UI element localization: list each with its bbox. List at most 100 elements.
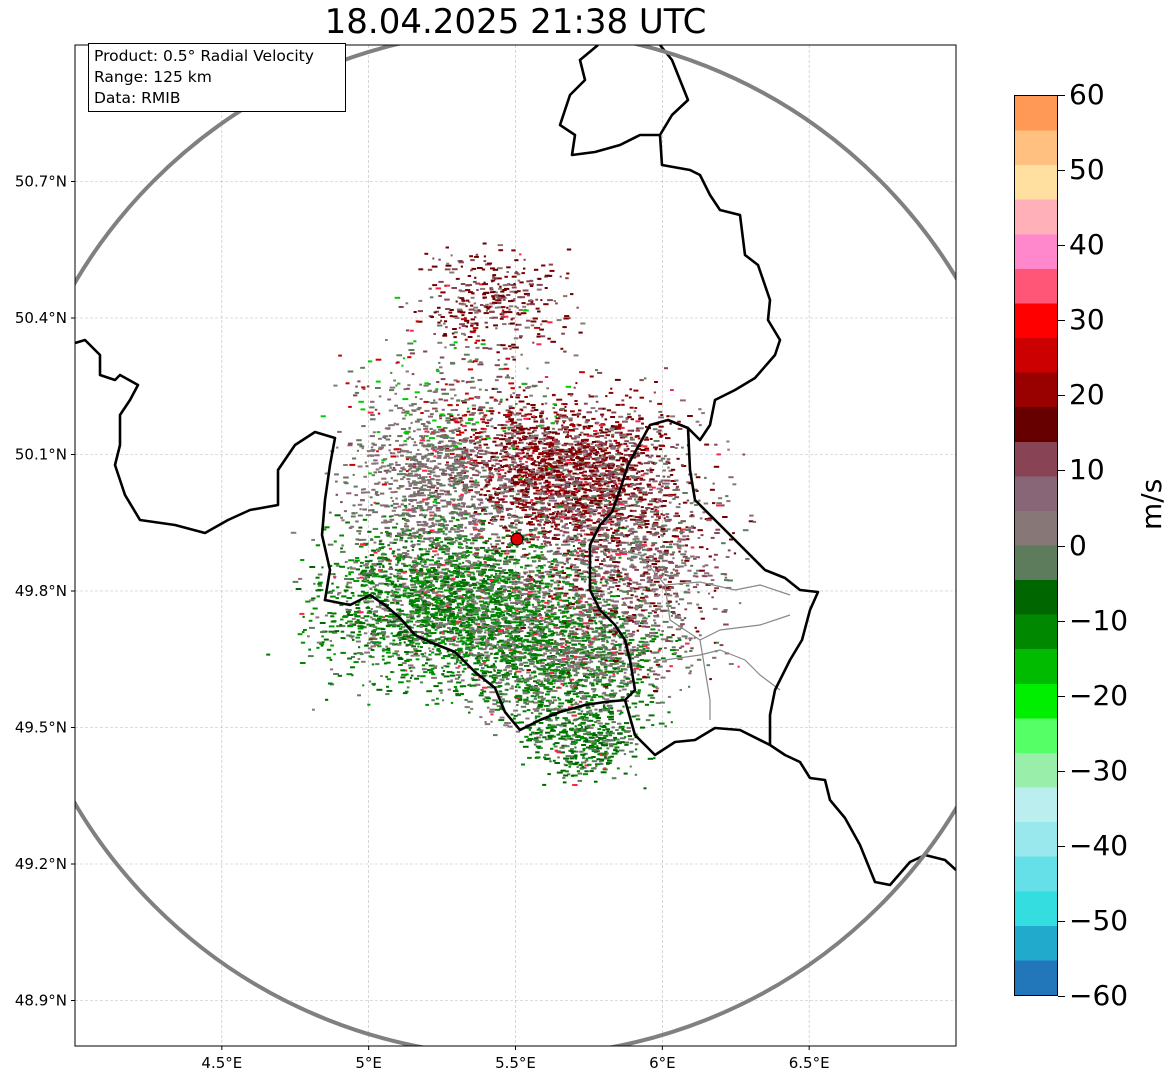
echo-pixel (501, 542, 505, 545)
echo-pixel (530, 517, 537, 520)
echo-pixel (466, 410, 471, 413)
echo-pixel (535, 610, 541, 612)
echo-pixel (292, 580, 299, 583)
echo-pixel (465, 590, 469, 593)
echo-pixel (357, 627, 364, 630)
echo-pixel (442, 526, 448, 529)
echo-pixel (641, 512, 647, 514)
echo-pixel (373, 551, 378, 554)
echo-pixel (465, 547, 469, 549)
echo-pixel (463, 553, 466, 556)
echo-pixel (537, 604, 544, 607)
echo-pixel (540, 460, 545, 463)
echo-pixel (510, 503, 515, 505)
echo-pixel (485, 306, 491, 309)
echo-pixel (599, 477, 605, 480)
echo-pixel (413, 531, 419, 534)
echo-pixel (437, 557, 443, 560)
echo-pixel (376, 596, 382, 599)
echo-pixel (553, 460, 560, 463)
echo-pixel (467, 617, 471, 620)
echo-pixel (452, 328, 457, 330)
echo-pixel (533, 268, 539, 271)
echo-pixel (478, 572, 482, 575)
echo-pixel (607, 430, 612, 433)
echo-pixel (555, 474, 560, 476)
echo-pixel (538, 591, 541, 594)
echo-pixel (510, 595, 515, 598)
echo-pixel (461, 481, 464, 484)
echo-pixel (454, 662, 458, 665)
echo-pixel (522, 480, 529, 483)
echo-pixel (501, 579, 505, 582)
echo-pixel (602, 407, 605, 410)
echo-pixel (515, 624, 522, 627)
echo-pixel (571, 453, 576, 456)
echo-pixel (490, 417, 494, 420)
echo-pixel (537, 464, 540, 467)
echo-pixel (556, 319, 562, 322)
echo-pixel (537, 532, 544, 535)
echo-pixel (532, 415, 536, 418)
echo-pixel (456, 534, 462, 537)
echo-pixel (591, 499, 598, 502)
echo-pixel (540, 418, 544, 421)
echo-pixel (556, 503, 562, 506)
echo-pixel (372, 632, 376, 635)
echo-pixel (502, 284, 507, 287)
echo-pixel (450, 621, 456, 624)
echo-pixel (401, 673, 407, 676)
echo-pixel (649, 467, 652, 470)
echo-pixel (335, 597, 339, 600)
echo-pixel (662, 500, 667, 502)
echo-pixel (509, 347, 512, 350)
echo-pixel (599, 543, 602, 546)
echo-pixel (536, 288, 542, 291)
echo-pixel (460, 639, 463, 642)
echo-pixel (392, 555, 397, 558)
echo-pixel (572, 472, 577, 475)
echo-pixel (382, 564, 385, 567)
echo-pixel (435, 599, 440, 602)
echo-pixel (368, 638, 373, 641)
echo-pixel (446, 262, 450, 265)
echo-pixel (619, 665, 626, 668)
echo-pixel (538, 582, 544, 585)
echo-pixel (351, 656, 355, 658)
echo-pixel (290, 531, 297, 534)
echo-pixel (366, 596, 372, 599)
echo-pixel (487, 627, 492, 630)
echo-pixel (455, 692, 460, 695)
echo-pixel (382, 647, 385, 650)
echo-pixel (438, 621, 444, 624)
echo-pixel (361, 660, 366, 663)
echo-pixel (588, 395, 594, 398)
echo-pixel (437, 541, 441, 544)
echo-pixel (509, 420, 514, 422)
echo-pixel (639, 666, 645, 668)
echo-pixel (608, 488, 614, 491)
echo-pixel (644, 447, 649, 450)
echo-pixel (539, 566, 543, 569)
echo-pixel (466, 284, 472, 286)
echo-pixel (387, 610, 392, 612)
echo-pixel (477, 635, 484, 638)
echo-pixel (380, 628, 386, 631)
echo-pixel (362, 564, 369, 567)
echo-pixel (427, 639, 433, 642)
echo-pixel (486, 578, 490, 581)
echo-pixel (588, 646, 594, 649)
echo-pixel (437, 638, 441, 641)
echo-pixel (610, 503, 616, 506)
echo-pixel (598, 497, 604, 500)
echo-pixel (433, 514, 437, 517)
echo-pixel (631, 468, 637, 471)
echo-pixel (540, 476, 546, 479)
echo-pixel (370, 608, 373, 610)
echo-pixel (408, 602, 414, 605)
echo-pixel (567, 509, 573, 512)
echo-pixel (407, 613, 410, 616)
echo-pixel (392, 593, 398, 596)
echo-pixel (526, 319, 531, 322)
